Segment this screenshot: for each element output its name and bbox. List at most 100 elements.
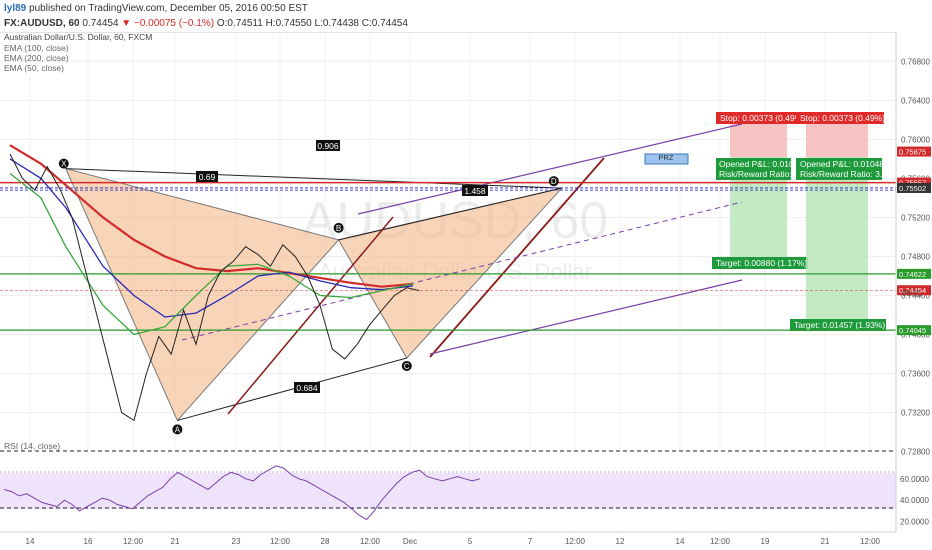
bat-pattern[interactable] bbox=[0, 123, 896, 422]
price-tick-label: 0.72800 bbox=[901, 448, 930, 457]
pattern-point-labels: X A B C D bbox=[58, 158, 559, 435]
pattern-point-label: X bbox=[61, 160, 67, 169]
axis-background bbox=[896, 32, 932, 532]
time-tick-label: 12:00 bbox=[360, 537, 381, 546]
ratio-labels: 0.906 0.69 1.458 0.684 PRZ bbox=[196, 140, 689, 393]
price-level-label: 0.74045 bbox=[899, 326, 926, 335]
symbol-label: FX:AUDUSD, 60 bbox=[4, 18, 80, 29]
publish-text: published on TradingView.com, December 0… bbox=[29, 3, 308, 14]
target-label-bg bbox=[790, 319, 886, 331]
ratio-badge bbox=[196, 171, 218, 182]
channel-line bbox=[227, 216, 394, 415]
pattern-point-marker bbox=[548, 176, 559, 187]
time-tick-label: 12:00 bbox=[270, 537, 291, 546]
time-tick-label: 5 bbox=[468, 537, 473, 546]
long-position-1[interactable]: Stop: 0.00373 (0.49%) Opened P&L: 0.0104… bbox=[712, 112, 811, 269]
pnl-label: Opened P&L: 0.01048 bbox=[719, 159, 803, 169]
stop-zone bbox=[730, 124, 787, 157]
time-tick-label: 21 bbox=[821, 537, 830, 546]
ohlc-values: O:0.74511 H:0.74550 L:0.74438 C:0.74454 bbox=[216, 18, 408, 29]
indicator-ema-200[interactable]: EMA (200, close) bbox=[4, 53, 69, 63]
pattern-ac-line bbox=[177, 357, 407, 421]
time-tick-label: 14 bbox=[676, 537, 685, 546]
rsi-band bbox=[0, 473, 896, 509]
time-tick-label: Dec bbox=[403, 537, 417, 546]
time-tick-label: 14 bbox=[26, 537, 35, 546]
pattern-point-label: A bbox=[175, 425, 181, 434]
countdown-label: 09:01 bbox=[902, 289, 923, 298]
time-tick-label: 12:00 bbox=[565, 537, 586, 546]
time-tick-label: 23 bbox=[232, 537, 241, 546]
series-line bbox=[9, 144, 414, 288]
pattern-point-label: C bbox=[404, 362, 410, 371]
price-tick-label: 0.74400 bbox=[901, 292, 930, 301]
ratio-bd-label: 1.458 bbox=[464, 186, 486, 196]
chart-title: Australian Dollar/U.S. Dollar, 60, FXCM bbox=[4, 32, 152, 42]
price-tick-label: 0.73600 bbox=[901, 370, 930, 379]
pnl-box bbox=[716, 158, 791, 180]
target-label: Target: 0.00880 (1.17%) bbox=[716, 258, 807, 268]
time-tick-label: 19 bbox=[761, 537, 770, 546]
stop-label-bg bbox=[716, 112, 804, 124]
price-level-label: 0.74454 bbox=[899, 286, 926, 295]
pattern-xd-line bbox=[65, 168, 562, 189]
prz-box[interactable] bbox=[644, 153, 689, 165]
rsi-line bbox=[3, 465, 481, 521]
price-level-badge bbox=[897, 182, 931, 193]
price-change: −0.00075 (−0.1%) bbox=[133, 18, 215, 29]
channel-line bbox=[181, 201, 743, 341]
time-tick-label: 12:00 bbox=[860, 537, 881, 546]
pnl-box bbox=[796, 158, 882, 180]
price-tick-label: 0.76400 bbox=[901, 96, 930, 105]
publish-info: lyl89 published on TradingView.com, Dece… bbox=[4, 3, 308, 14]
ratio-xb-label: 0.906 bbox=[317, 141, 339, 151]
ratio-ab-label: 0.69 bbox=[199, 172, 216, 182]
channel-line bbox=[429, 279, 743, 355]
pattern-point-marker bbox=[172, 424, 183, 435]
indicator-ema-50[interactable]: EMA (50, close) bbox=[4, 63, 64, 73]
time-tick-label: 21 bbox=[171, 537, 180, 546]
price-level-label: 0.74622 bbox=[899, 270, 926, 279]
stop-label-bg bbox=[796, 112, 884, 124]
long-position-2[interactable]: Stop: 0.00373 (0.49%) Opened P&L: 0.0104… bbox=[790, 112, 892, 331]
time-tick-label: 12 bbox=[616, 537, 625, 546]
price-axis[interactable]: 0.768000.764000.760000.756000.752000.748… bbox=[895, 32, 932, 532]
author-name[interactable]: lyl89 bbox=[4, 3, 27, 14]
ratio-xc-label: 0.684 bbox=[296, 383, 318, 393]
pnl-label: Opened P&L: 0.01048 bbox=[800, 159, 884, 169]
price-level-badge bbox=[897, 268, 931, 279]
price-tick-label: 0.74800 bbox=[901, 252, 930, 261]
rsi-pane[interactable]: RSI (14, close) bbox=[0, 441, 896, 530]
price-series bbox=[9, 144, 420, 422]
pattern-point-marker bbox=[401, 360, 412, 371]
chart-legend: Australian Dollar/U.S. Dollar, 60, FXCM … bbox=[4, 32, 152, 73]
rsi-tick-label: 20.0000 bbox=[900, 518, 929, 527]
price-tick-label: 0.75200 bbox=[901, 213, 930, 222]
channel-line bbox=[357, 123, 743, 215]
indicator-ema-100[interactable]: EMA (100, close) bbox=[4, 43, 69, 53]
pattern-point-marker bbox=[333, 222, 344, 233]
time-tick-label: 7 bbox=[528, 537, 533, 546]
stop-zone bbox=[806, 124, 868, 157]
prz-label: PRZ bbox=[659, 153, 674, 162]
time-tick-label: 12:00 bbox=[123, 537, 144, 546]
rr-label: Risk/Reward Ratio: 2.16 bbox=[719, 169, 811, 179]
rsi-tick-label: 60.0000 bbox=[900, 475, 929, 484]
price-level-badge bbox=[897, 146, 931, 157]
stop-label: Stop: 0.00373 (0.49%) bbox=[800, 113, 885, 123]
time-axis[interactable]: 14 16 12:00 21 23 12:00 28 12:00 Dec 5 7 12:00 12 14 1… bbox=[0, 531, 896, 546]
rr-label: Risk/Reward Ratio: 3.91 bbox=[800, 169, 892, 179]
pattern-point-marker bbox=[58, 158, 69, 169]
price-level-badge bbox=[897, 325, 931, 336]
ratio-badge bbox=[462, 185, 488, 196]
price-level-badge bbox=[897, 177, 931, 188]
pattern-point-label: D bbox=[551, 177, 557, 186]
time-tick-label: 16 bbox=[84, 537, 93, 546]
ratio-badge bbox=[316, 140, 340, 151]
time-tick-label: 12:00 bbox=[710, 537, 731, 546]
price-level-label: 0.75502 bbox=[899, 184, 926, 193]
price-tick-label: 0.73200 bbox=[901, 409, 930, 418]
rsi-tick-label: 40.0000 bbox=[900, 496, 929, 505]
symbol-info: FX:AUDUSD, 60 0.74454 ▼ −0.00075 (−0.1%)… bbox=[4, 18, 408, 29]
price-chart[interactable]: AUDUSD, 60 Australian Dollar/U.S. Dollar… bbox=[0, 32, 932, 550]
